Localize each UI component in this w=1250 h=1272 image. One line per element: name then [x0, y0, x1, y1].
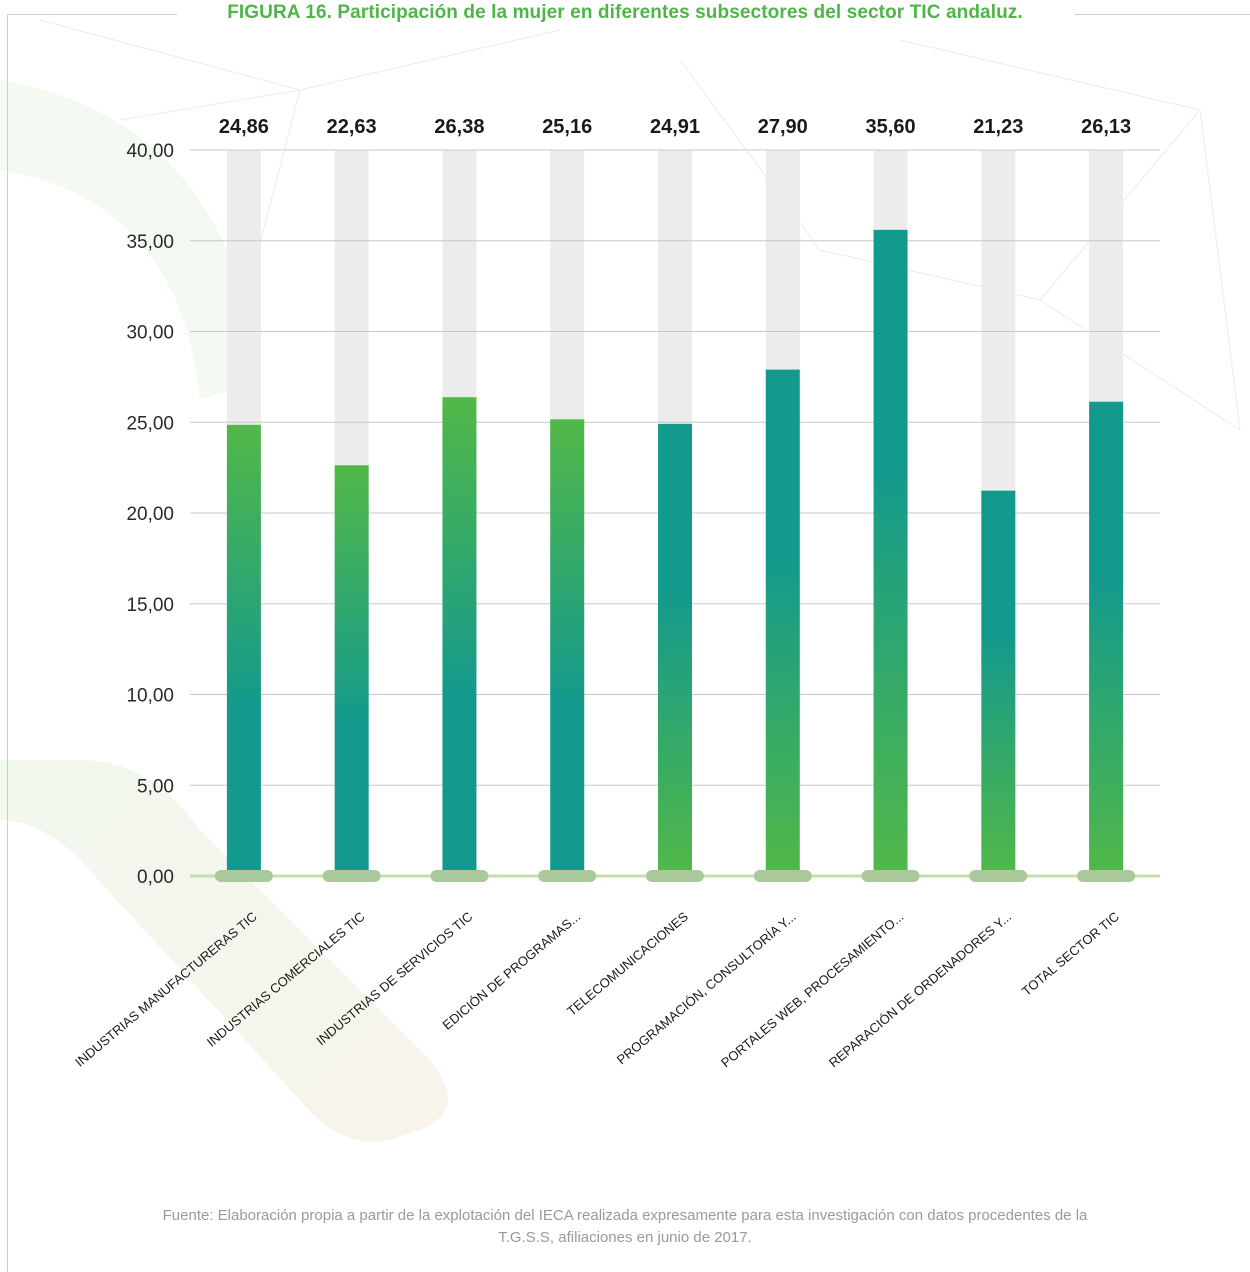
y-tick-label: 20,00: [126, 504, 174, 525]
bar: [873, 229, 908, 877]
frame-left-border: [7, 14, 8, 1272]
bar: [334, 465, 369, 876]
baseline-pill: [861, 870, 920, 882]
value-label: 35,60: [866, 116, 916, 138]
value-label: 25,16: [542, 116, 592, 138]
y-tick-label: 0,00: [137, 867, 174, 888]
baseline-pill: [969, 870, 1028, 882]
source-note: Fuente: Elaboración propia a partir de l…: [60, 1205, 1190, 1249]
title-background: [185, 0, 1065, 28]
value-label: 24,91: [650, 116, 700, 138]
bar: [981, 490, 1016, 876]
baseline-pill: [214, 870, 273, 882]
swoosh-shape: [0, 760, 448, 1142]
baseline-pill: [322, 870, 381, 882]
y-tick-label: 30,00: [126, 323, 174, 344]
value-label: 27,90: [758, 116, 808, 138]
y-tick-label: 40,00: [126, 141, 174, 162]
x-tick-label: INDUSTRIAS MANUFACTURERAS TIC: [72, 909, 260, 1070]
baseline-pill: [430, 870, 489, 882]
frame-top-border-right: [1075, 14, 1250, 15]
bar: [226, 424, 261, 876]
source-line-2: T.G.S.S, afiliaciones en junio de 2017.: [498, 1229, 752, 1246]
bar: [765, 369, 800, 876]
bar: [658, 423, 692, 876]
arc-shape: [0, 80, 260, 400]
value-label: 24,86: [219, 116, 269, 138]
y-tick-label: 10,00: [126, 686, 174, 707]
y-tick-label: 35,00: [126, 232, 174, 253]
x-tick-label: PROGRAMACIÓN, CONSULTORÍA Y...: [614, 909, 799, 1068]
value-label: 22,63: [327, 116, 377, 138]
value-label: 21,23: [973, 116, 1023, 138]
figure-title: FIGURA 16. Participación de la mujer en …: [227, 2, 1023, 23]
x-tick-label: REPARACIÓN DE ORDENADORES Y...: [826, 909, 1014, 1070]
source-line-1: Fuente: Elaboración propia a partir de l…: [162, 1207, 1088, 1224]
y-tick-label: 5,00: [137, 776, 174, 797]
x-tick-label: TOTAL SECTOR TIC: [1019, 909, 1122, 999]
bar: [1089, 401, 1124, 876]
baseline-pill: [646, 870, 704, 882]
x-tick-label: PORTALES WEB, PROCESAMIENTO...: [718, 909, 906, 1070]
y-tick-label: 15,00: [126, 595, 174, 616]
baseline-pill: [1077, 870, 1136, 882]
value-label: 26,13: [1081, 116, 1131, 138]
bar: [442, 397, 477, 876]
x-tick-label: TELECOMUNICACIONES: [564, 909, 691, 1019]
y-tick-label: 25,00: [126, 413, 174, 434]
bar: [550, 419, 585, 876]
baseline-pill: [753, 870, 812, 882]
bar-chart: 0,00 5,00 10,00 15,00 20,00 25,00 30,00 35,00 40…: [72, 116, 1160, 1070]
value-label: 26,38: [434, 116, 484, 138]
frame-top-border-left: [7, 14, 177, 15]
baseline-pill: [538, 870, 597, 882]
